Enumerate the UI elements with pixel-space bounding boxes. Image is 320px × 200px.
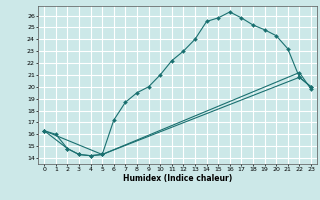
X-axis label: Humidex (Indice chaleur): Humidex (Indice chaleur)	[123, 174, 232, 183]
